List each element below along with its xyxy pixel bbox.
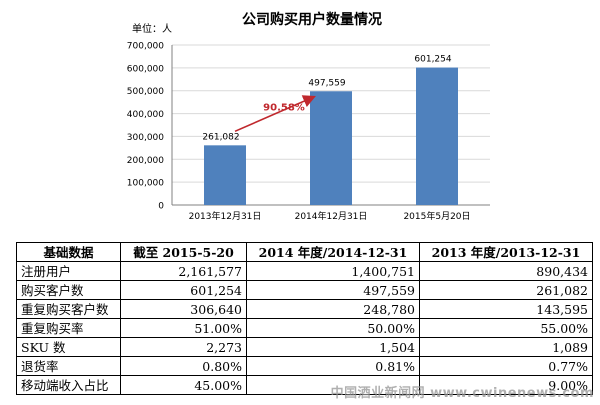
table-header-row: 基础数据 截至 2015-5-20 2014 年度/2014-12-31 201… <box>16 242 593 262</box>
row-label: 购买客户数 <box>16 280 121 300</box>
header-basic-data: 基础数据 <box>16 242 121 262</box>
bar <box>204 145 246 205</box>
table-cell: 2,273 <box>120 337 247 357</box>
y-tick-label: 500,000 <box>127 87 164 97</box>
growth-arrow <box>234 95 316 133</box>
x-tick-label: 2013年12月31日 <box>189 210 262 222</box>
row-label: SKU 数 <box>16 337 121 357</box>
table-cell: 45.00% <box>120 375 247 395</box>
row-label: 注册用户 <box>16 261 121 281</box>
table-cell: 0.77% <box>419 356 593 376</box>
y-tick-label: 0 <box>158 202 164 212</box>
header-as-of-2015: 截至 2015-5-20 <box>120 242 247 262</box>
row-label: 移动端收入占比 <box>16 375 121 395</box>
bar <box>416 67 458 205</box>
table-cell: 261,082 <box>419 280 593 300</box>
x-tick-label: 2015年5月20日 <box>403 210 470 222</box>
row-label: 重复购买率 <box>16 318 121 338</box>
chart-title: 公司购买用户数量情况 <box>242 11 382 28</box>
row-label: 退货率 <box>16 356 121 376</box>
y-tick-label: 700,000 <box>127 42 164 52</box>
table-cell: 1,089 <box>419 337 593 357</box>
table-cell: 143,595 <box>419 299 593 319</box>
bar-value-label: 261,082 <box>202 132 239 142</box>
table-cell: 497,559 <box>246 280 420 300</box>
y-tick-label: 400,000 <box>127 110 164 120</box>
table-cell: 0.80% <box>120 356 247 376</box>
table-cell: 0.81% <box>246 356 420 376</box>
bar <box>310 91 352 205</box>
table-row: 重复购买率 51.00% 50.00% 55.00% <box>16 318 593 338</box>
bar-chart: 公司购买用户数量情况 单位：人 0 100,000 200,000 300,000 40… <box>127 11 490 222</box>
table-cell: 50.00% <box>246 318 420 338</box>
table-cell: 55.00% <box>419 318 593 338</box>
header-2013: 2013 年度/2013-12-31 <box>419 242 593 262</box>
table-cell: 1,400,751 <box>246 261 420 281</box>
y-tick-label: 600,000 <box>127 64 164 74</box>
table-row: 移动端收入占比 45.00% 9.00% <box>16 375 593 395</box>
bar-value-label: 497,559 <box>308 78 345 88</box>
table-row: 注册用户 2,161,577 1,400,751 890,434 <box>16 261 593 281</box>
unit-label: 单位：人 <box>132 22 172 35</box>
table-cell: 51.00% <box>120 318 247 338</box>
table-cell: 306,640 <box>120 299 247 319</box>
table-cell: 890,434 <box>419 261 593 281</box>
row-label: 重复购买客户数 <box>16 299 121 319</box>
table-row: 退货率 0.80% 0.81% 0.77% <box>16 356 593 376</box>
bar-value-label: 601,254 <box>414 55 451 65</box>
table-row: 重复购买客户数 306,640 248,780 143,595 <box>16 299 593 319</box>
y-tick-label: 200,000 <box>127 156 164 166</box>
table-cell: 9.00% <box>419 375 593 395</box>
table-cell: 248,780 <box>246 299 420 319</box>
table-cell: 2,161,577 <box>120 261 247 281</box>
watermark: 中国酒业新闻网 www.cwinenews.com <box>330 386 594 401</box>
table-cell: 601,254 <box>120 280 247 300</box>
header-2014: 2014 年度/2014-12-31 <box>246 242 420 262</box>
table-row: 购买客户数 601,254 497,559 261,082 <box>16 280 593 300</box>
x-tick-label: 2014年12月31日 <box>295 210 368 222</box>
y-tick-label: 300,000 <box>127 133 164 143</box>
table-row: SKU 数 2,273 1,504 1,089 <box>16 337 593 357</box>
y-tick-label: 100,000 <box>127 179 164 189</box>
basic-data-table: 基础数据 截至 2015-5-20 2014 年度/2014-12-31 201… <box>16 242 593 395</box>
table-cell: 1,504 <box>246 337 420 357</box>
growth-annotation: 90.58% <box>263 102 305 113</box>
